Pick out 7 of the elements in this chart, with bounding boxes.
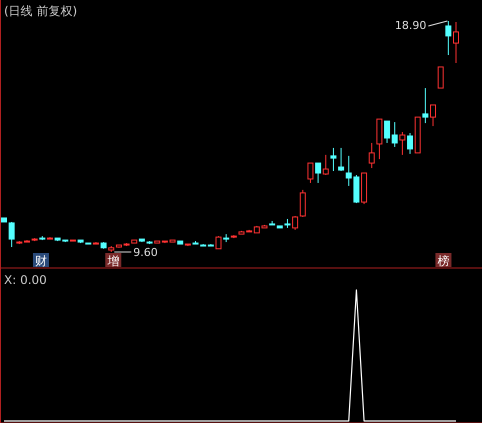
text: 财 <box>34 254 47 268</box>
annotation: 18.90 <box>394 19 426 32</box>
chart-title: (日线 前复权) <box>4 4 78 18</box>
chart-title: X: 0.00 <box>4 273 47 287</box>
text: 增 <box>106 254 120 268</box>
annotation: 9.60 <box>133 246 158 259</box>
text: 榜 <box>437 254 450 268</box>
